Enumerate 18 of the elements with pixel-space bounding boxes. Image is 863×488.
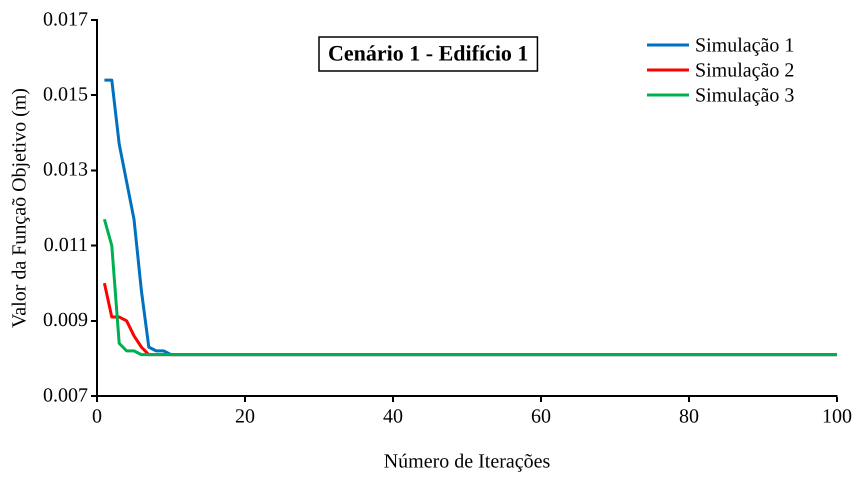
- y-tick-label: 0.017: [43, 8, 88, 30]
- x-axis-title: Número de Iterações: [384, 450, 550, 472]
- legend-label: Simulação 3: [695, 84, 794, 106]
- y-tick-label: 0.007: [43, 384, 88, 406]
- text: Cenário 1 - Edifício 1: [328, 40, 528, 66]
- y-axis-title: Valor da Funçaõ Objetivo (m): [8, 88, 30, 328]
- y-tick-label: 0.011: [44, 234, 88, 256]
- legend-label: Simulação 1: [695, 34, 794, 56]
- x-tick-label: 60: [531, 405, 551, 428]
- y-tick-label: 0.015: [43, 83, 88, 106]
- x-tick-label: 40: [383, 405, 403, 428]
- x-tick-label: 100: [822, 405, 852, 428]
- y-tick-label: 0.013: [43, 158, 88, 181]
- legend-label: Simulação 2: [695, 59, 794, 82]
- x-tick-label: 80: [679, 405, 699, 428]
- x-tick-label: 20: [235, 405, 255, 428]
- x-tick-label: 0: [92, 405, 102, 428]
- y-tick-label: 0.009: [43, 309, 88, 332]
